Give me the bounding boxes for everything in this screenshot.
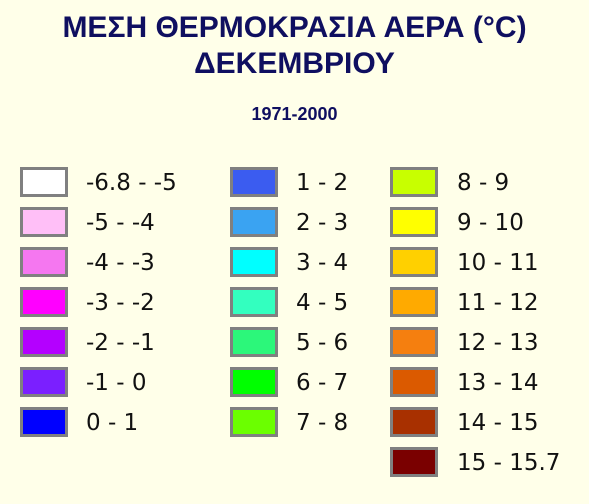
legend-label: -1 - 0	[86, 370, 147, 396]
legend-swatch	[230, 287, 278, 317]
legend-label: -5 - -4	[86, 210, 155, 236]
legend-label: 9 - 10	[457, 210, 524, 236]
legend-swatch	[230, 247, 278, 277]
legend-label: 5 - 6	[296, 330, 349, 356]
legend-swatch	[230, 367, 278, 397]
page-title: ΜΕΣΗ ΘΕΡΜΟΚΡΑΣΙΑ ΑΕΡΑ (°C)	[62, 11, 527, 44]
legend-label: -4 - -3	[86, 250, 155, 276]
legend-swatch	[230, 407, 278, 437]
legend-label: 8 - 9	[457, 170, 510, 196]
legend-label: 0 - 1	[86, 410, 139, 436]
legend-label: 10 - 11	[457, 250, 539, 276]
legend-label: -3 - -2	[86, 290, 155, 316]
legend-label: 2 - 3	[296, 210, 349, 236]
legend-label: 13 - 14	[457, 370, 539, 396]
legend-label: -6.8 - -5	[86, 170, 177, 196]
legend-swatch	[390, 167, 438, 197]
legend-label: 14 - 15	[457, 410, 539, 436]
legend-swatch	[390, 247, 438, 277]
legend-swatch	[230, 207, 278, 237]
legend-swatch	[20, 167, 68, 197]
legend-swatch	[390, 327, 438, 357]
legend-label: -2 - -1	[86, 330, 155, 356]
legend-swatch	[20, 407, 68, 437]
legend-swatch	[230, 167, 278, 197]
legend-swatch	[390, 207, 438, 237]
legend-label: 11 - 12	[457, 290, 539, 316]
legend-swatch	[230, 327, 278, 357]
legend-swatch	[20, 327, 68, 357]
legend-swatch	[390, 447, 438, 477]
legend-swatch	[390, 407, 438, 437]
legend-label: 7 - 8	[296, 410, 349, 436]
legend-label: 3 - 4	[296, 250, 349, 276]
legend-label: 12 - 13	[457, 330, 539, 356]
legend-label: 15 - 15.7	[457, 450, 561, 476]
legend-label: 1 - 2	[296, 170, 349, 196]
legend-label: 6 - 7	[296, 370, 349, 396]
legend-label: 4 - 5	[296, 290, 349, 316]
period-label: 1971-2000	[251, 104, 338, 124]
page-title-month: ΔΕΚΕΜΒΡΙΟΥ	[194, 47, 395, 80]
legend-swatch	[20, 287, 68, 317]
legend-swatch	[20, 207, 68, 237]
legend-swatch	[390, 287, 438, 317]
legend-swatch	[20, 367, 68, 397]
legend-swatch	[390, 367, 438, 397]
legend-swatch	[20, 247, 68, 277]
